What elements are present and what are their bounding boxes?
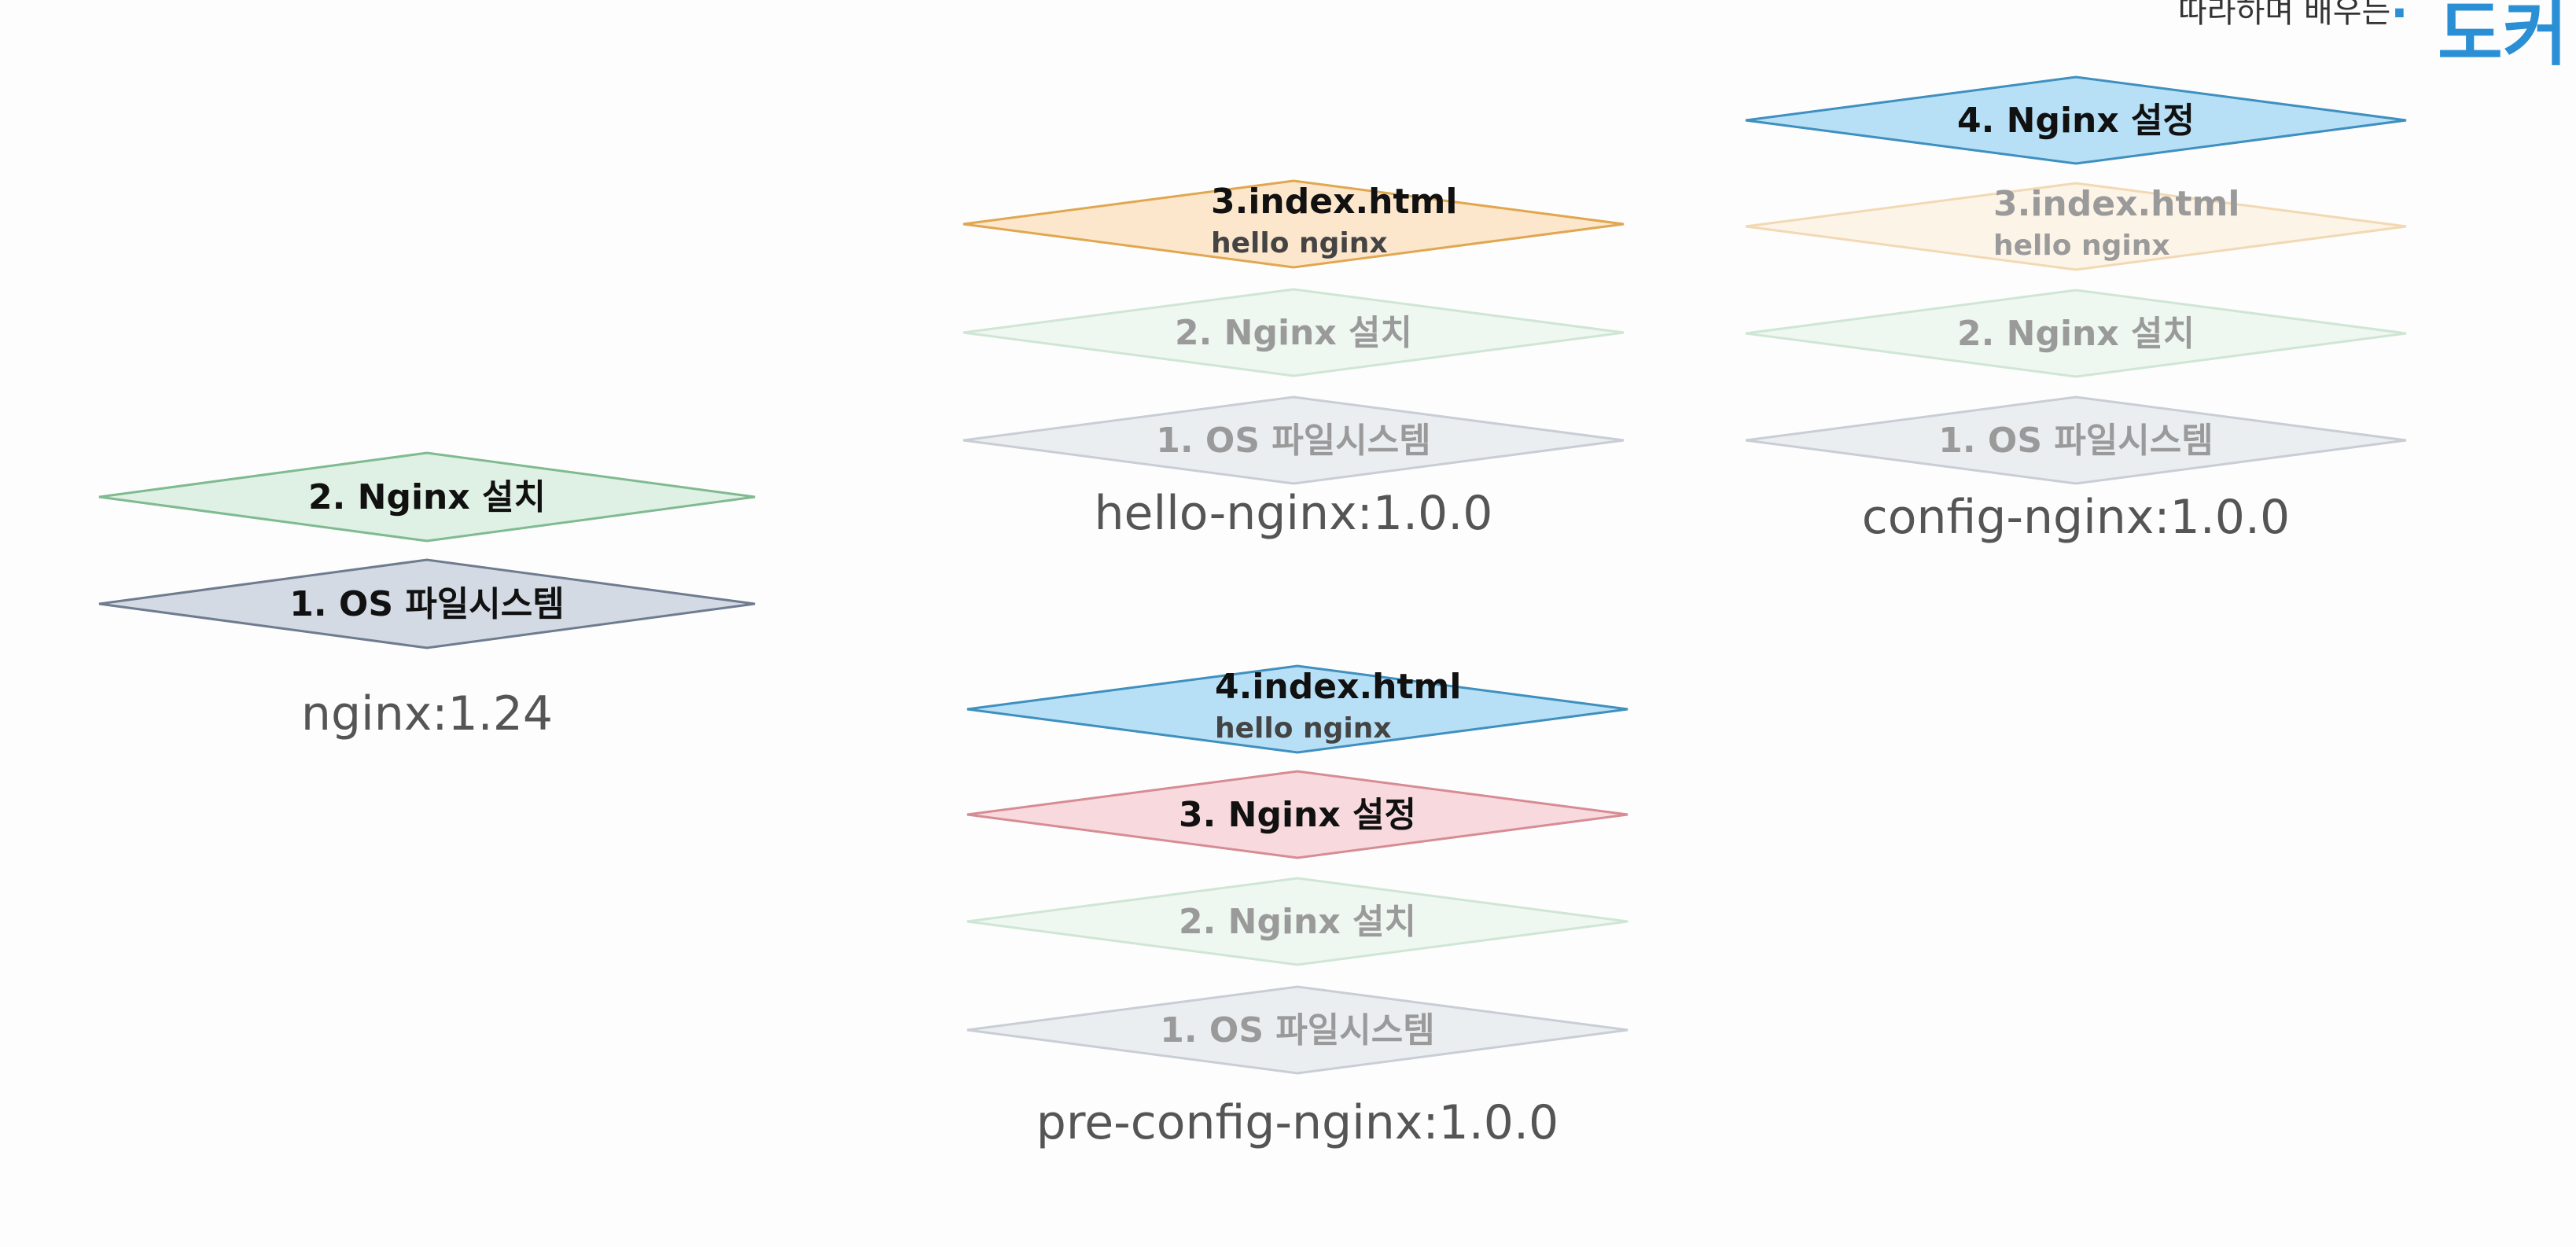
layer-title: 3.index.html	[1211, 182, 1457, 222]
layer-os: 1. OS 파일시스템	[1745, 395, 2407, 485]
layer-html: 4.index.html hello nginx	[966, 664, 1628, 754]
layer-subtitle: hello nginx	[1993, 230, 2170, 262]
layer-title: 1. OS 파일시스템	[1938, 421, 2213, 461]
layer-title: 1. OS 파일시스템	[289, 584, 564, 624]
layer-shape	[962, 179, 1625, 269]
brand-separator: ·	[2390, 0, 2409, 41]
stack-hello-nginx: 1. OS 파일시스템 2. Nginx 설치 3.index.html hello …	[962, 179, 1625, 485]
layer-os: 1. OS 파일시스템	[98, 558, 756, 649]
layer-shape	[962, 395, 1625, 485]
layer-install: 2. Nginx 설치	[966, 877, 1628, 966]
stack-pre-config-nginx: 1. OS 파일시스템 2. Nginx 설치 3. Nginx 설정 4.index…	[966, 664, 1628, 1075]
layer-html: 3.index.html hello nginx	[962, 179, 1625, 269]
layer-title: 1. OS 파일시스템	[1156, 421, 1430, 461]
layer-title: 4.index.html	[1215, 667, 1461, 707]
layer-os: 1. OS 파일시스템	[966, 985, 1628, 1075]
image-caption-hello-nginx: hello-nginx:1.0.0	[1094, 486, 1493, 541]
image-caption-pre-config-nginx: pre-config-nginx:1.0.0	[1036, 1095, 1559, 1150]
brand-title: 도커	[2438, 0, 2568, 75]
layer-config: 4. Nginx 설정	[1745, 75, 2407, 165]
layer-shape	[962, 288, 1625, 377]
layer-title: 2. Nginx 설치	[1957, 314, 2195, 354]
layer-install: 2. Nginx 설치	[1745, 289, 2407, 378]
layer-shape	[966, 985, 1628, 1075]
layer-html: 3.index.html hello nginx	[1745, 182, 2407, 271]
layer-shape	[966, 664, 1628, 754]
layer-title: 4. Nginx 설정	[1957, 101, 2195, 141]
layer-title: 3.index.html	[1993, 184, 2239, 224]
image-caption-config-nginx: config-nginx:1.0.0	[1861, 490, 2291, 545]
layer-shape	[98, 451, 756, 543]
layer-subtitle: hello nginx	[1215, 712, 1392, 745]
layer-shape	[1745, 289, 2407, 378]
stack-nginx-base: 1. OS 파일시스템 2. Nginx 설치	[98, 451, 756, 649]
layer-shape	[98, 558, 756, 649]
layer-shape	[1745, 75, 2407, 165]
layer-config: 3. Nginx 설정	[966, 770, 1628, 859]
layer-install: 2. Nginx 설치	[962, 288, 1625, 377]
layer-shape	[966, 770, 1628, 859]
layer-shape	[1745, 182, 2407, 271]
layer-subtitle: hello nginx	[1211, 227, 1388, 259]
stack-config-nginx: 1. OS 파일시스템 2. Nginx 설치 3.index.html hello …	[1745, 75, 2407, 485]
layer-install: 2. Nginx 설치	[98, 451, 756, 543]
layer-shape	[966, 877, 1628, 966]
layer-title: 3. Nginx 설정	[1179, 795, 1416, 835]
image-caption-nginx-base: nginx:1.24	[300, 686, 554, 741]
layer-os: 1. OS 파일시스템	[962, 395, 1625, 485]
layer-title: 1. OS 파일시스템	[1160, 1010, 1434, 1050]
layer-shape	[1745, 395, 2407, 485]
layer-title: 2. Nginx 설치	[1175, 313, 1412, 353]
brand-subtitle: 따라하며 배우는	[2178, 0, 2391, 30]
layer-title: 2. Nginx 설치	[308, 477, 546, 517]
layer-title: 2. Nginx 설치	[1179, 902, 1416, 942]
